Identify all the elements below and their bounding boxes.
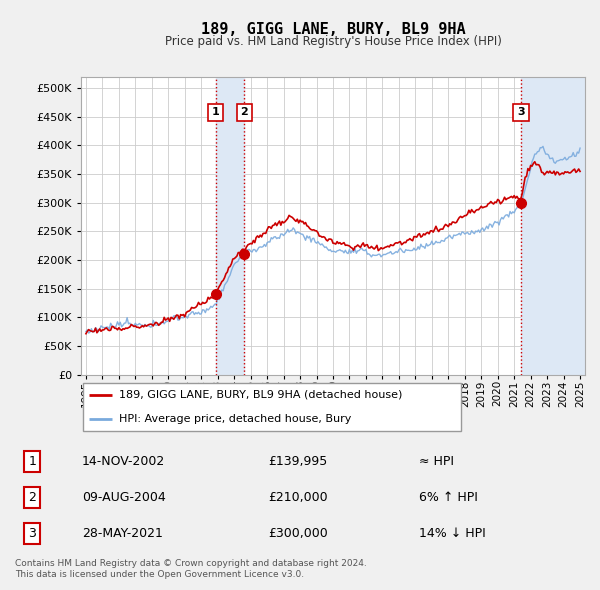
Text: 3: 3: [28, 527, 37, 540]
Text: Contains HM Land Registry data © Crown copyright and database right 2024.: Contains HM Land Registry data © Crown c…: [15, 559, 367, 568]
Text: 3: 3: [517, 107, 525, 117]
Text: £210,000: £210,000: [268, 491, 328, 504]
Text: 1: 1: [212, 107, 220, 117]
Text: 2: 2: [241, 107, 248, 117]
FancyBboxPatch shape: [83, 384, 461, 431]
Text: 2: 2: [28, 491, 37, 504]
Text: 189, GIGG LANE, BURY, BL9 9HA: 189, GIGG LANE, BURY, BL9 9HA: [200, 22, 466, 37]
Text: 14-NOV-2002: 14-NOV-2002: [82, 455, 165, 468]
Text: HPI: Average price, detached house, Bury: HPI: Average price, detached house, Bury: [119, 414, 352, 424]
Text: 09-AUG-2004: 09-AUG-2004: [82, 491, 166, 504]
Text: Price paid vs. HM Land Registry's House Price Index (HPI): Price paid vs. HM Land Registry's House …: [164, 35, 502, 48]
Bar: [215, 77, 244, 375]
Text: 1: 1: [28, 455, 37, 468]
Text: This data is licensed under the Open Government Licence v3.0.: This data is licensed under the Open Gov…: [15, 571, 304, 579]
Text: 6% ↑ HPI: 6% ↑ HPI: [419, 491, 478, 504]
Bar: [521, 77, 585, 375]
Text: £139,995: £139,995: [268, 455, 328, 468]
Text: 14% ↓ HPI: 14% ↓ HPI: [419, 527, 486, 540]
Text: 189, GIGG LANE, BURY, BL9 9HA (detached house): 189, GIGG LANE, BURY, BL9 9HA (detached …: [119, 390, 403, 400]
Text: £300,000: £300,000: [268, 527, 328, 540]
Text: ≈ HPI: ≈ HPI: [419, 455, 454, 468]
Text: 28-MAY-2021: 28-MAY-2021: [82, 527, 163, 540]
